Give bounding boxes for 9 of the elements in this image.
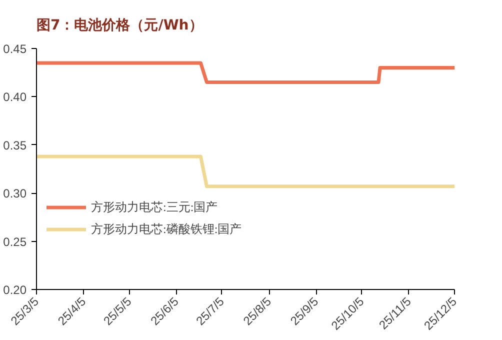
y-tick-label: 0.25 — [3, 234, 27, 249]
y-tick-label: 0.35 — [3, 138, 27, 152]
y-tick-label: 0.30 — [3, 186, 27, 201]
y-tick-label: 0.45 — [3, 42, 27, 56]
legend-label: 方形动力电芯:三元:国产 — [91, 198, 218, 216]
y-tick-label: 0.20 — [3, 283, 27, 297]
legend-label: 方形动力电芯:磷酸铁锂:国产 — [91, 220, 242, 238]
y-tick-label: 0.40 — [3, 90, 27, 104]
chart-title: 图7：电池价格（元/Wh） — [36, 18, 203, 34]
